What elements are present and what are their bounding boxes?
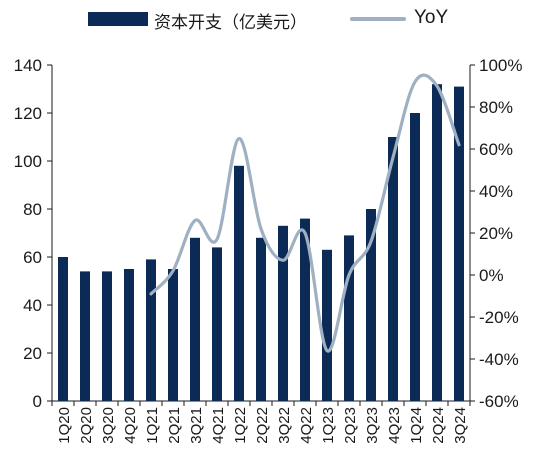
right-tick-label: 60% bbox=[479, 140, 513, 159]
right-tick-label: -20% bbox=[479, 308, 519, 327]
left-tick-label: 120 bbox=[14, 104, 42, 123]
bar-4Q23 bbox=[388, 137, 398, 401]
right-tick-label: -60% bbox=[479, 392, 519, 411]
legend-bar-swatch bbox=[88, 12, 148, 26]
left-tick-label: 0 bbox=[33, 392, 42, 411]
x-tick-label: 1Q22 bbox=[232, 407, 249, 444]
x-tick-label: 1Q20 bbox=[56, 407, 73, 444]
x-tick-label: 2Q20 bbox=[78, 407, 95, 444]
bar-1Q24 bbox=[410, 113, 420, 401]
left-tick-label: 140 bbox=[14, 56, 42, 75]
legend-line-label: YoY bbox=[414, 7, 449, 28]
bar-3Q20 bbox=[102, 271, 112, 401]
x-tick-label: 2Q21 bbox=[166, 407, 183, 444]
left-tick-label: 20 bbox=[23, 344, 42, 363]
bar-1Q22 bbox=[234, 165, 244, 401]
left-tick-label: 80 bbox=[23, 200, 42, 219]
x-tick-label: 4Q22 bbox=[298, 407, 315, 444]
x-tick-label: 4Q20 bbox=[122, 407, 139, 444]
x-tick-label: 2Q23 bbox=[342, 407, 359, 444]
x-tick-label: 1Q24 bbox=[408, 407, 425, 444]
yoy-line bbox=[149, 73, 461, 353]
bar-2Q21 bbox=[168, 269, 178, 401]
yoy-line-group bbox=[149, 73, 461, 353]
bars bbox=[58, 84, 464, 401]
x-tick-label: 3Q21 bbox=[188, 407, 205, 444]
x-tick-label: 3Q23 bbox=[364, 407, 381, 444]
bar-4Q22 bbox=[300, 218, 310, 401]
bar-2Q20 bbox=[80, 271, 90, 401]
right-tick-label: 100% bbox=[479, 56, 522, 75]
bar-2Q22 bbox=[256, 237, 266, 401]
x-tick-label: 3Q22 bbox=[276, 407, 293, 444]
right-tick-label: 80% bbox=[479, 98, 513, 117]
bar-3Q23 bbox=[366, 209, 376, 401]
right-tick-label: 20% bbox=[479, 224, 513, 243]
bar-3Q21 bbox=[190, 237, 200, 401]
legend-bar-label: 资本开支（亿美元） bbox=[154, 13, 307, 33]
legend-line-swatch bbox=[350, 17, 406, 21]
left-tick-label: 60 bbox=[23, 248, 42, 267]
bar-1Q23 bbox=[322, 249, 332, 401]
x-tick-label: 4Q21 bbox=[210, 407, 227, 444]
left-tick-label: 40 bbox=[23, 296, 42, 315]
right-tick-label: 0% bbox=[479, 266, 504, 285]
bar-4Q21 bbox=[212, 247, 222, 401]
labels: 0 20 40 60 80 100 120 140 -60% -40% -20% 0% 20% 40% 60… bbox=[14, 56, 523, 444]
bar-2Q23 bbox=[344, 235, 354, 401]
bar-1Q21 bbox=[146, 259, 156, 401]
bar-2Q24 bbox=[432, 84, 442, 401]
bar-1Q20 bbox=[58, 257, 68, 401]
x-tick-label: 3Q20 bbox=[100, 407, 117, 444]
right-tick-label: -40% bbox=[479, 350, 519, 369]
bar-3Q24 bbox=[454, 86, 464, 401]
bar-3Q22 bbox=[278, 225, 288, 401]
x-tick-label: 2Q24 bbox=[430, 407, 447, 444]
x-tick-label: 2Q22 bbox=[254, 407, 271, 444]
x-tick-label: 1Q21 bbox=[144, 407, 161, 444]
x-tick-label: 4Q23 bbox=[386, 407, 403, 444]
legend: 资本开支（亿美元） YoY bbox=[0, 6, 537, 33]
bar-4Q20 bbox=[124, 269, 134, 401]
right-tick-label: 40% bbox=[479, 182, 513, 201]
x-tick-label: 3Q24 bbox=[452, 407, 469, 444]
x-tick-label: 1Q23 bbox=[320, 407, 337, 444]
left-tick-label: 100 bbox=[14, 152, 42, 171]
